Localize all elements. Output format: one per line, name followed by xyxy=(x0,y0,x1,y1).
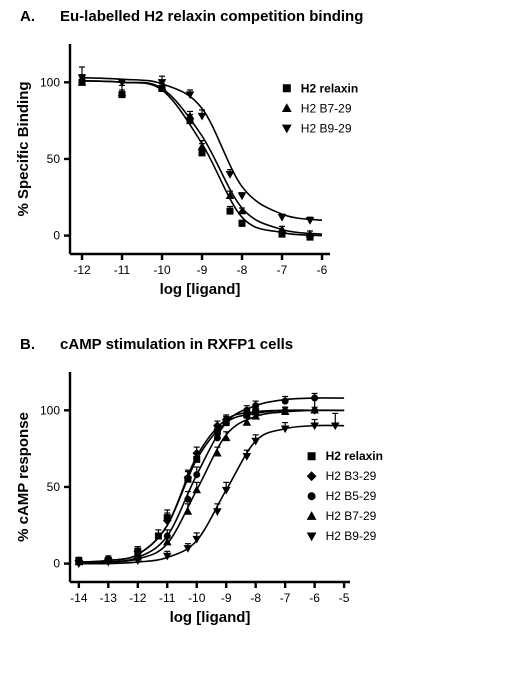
xtick-label: -12 xyxy=(73,263,91,277)
panel-b-chart: 0 50 100 -14 -13 -12 -11 -10 -9 -8 -7 -6 -5 log [liga… xyxy=(0,358,520,678)
x-axis-label: log [ligand] xyxy=(160,281,241,298)
xtick-label: -9 xyxy=(221,591,232,605)
xtick-label: -6 xyxy=(317,263,328,277)
panel-b-label: B. cAMP stimulation in RXFP1 cells xyxy=(20,336,293,353)
series-curve xyxy=(82,81,322,234)
panel-a-title: Eu-labelled H2 relaxin competition bindi… xyxy=(60,8,363,25)
panel-a-chart: 0 50 100 -12 -11 -10 -9 -8 -7 -6 log [ligand] % Spe… xyxy=(0,30,520,330)
xtick-label: -7 xyxy=(280,591,291,605)
y-axis-label: % cAMP response xyxy=(15,412,32,542)
series-curve xyxy=(82,81,322,236)
legend-label: H2 relaxin xyxy=(326,449,383,463)
ytick-label: 100 xyxy=(40,75,60,89)
panel-b-letter: B. xyxy=(20,336,35,353)
xtick-label: -9 xyxy=(197,263,208,277)
y-axis-label: % Specific Binding xyxy=(15,81,32,216)
xtick-label: -11 xyxy=(159,591,176,605)
panel-b-title: cAMP stimulation in RXFP1 cells xyxy=(60,336,293,353)
legend-label: H2 B7-29 xyxy=(301,101,352,115)
panel-a-letter: A. xyxy=(20,8,35,25)
x-axis-label: log [ligand] xyxy=(170,609,251,626)
xtick-label: -8 xyxy=(250,591,261,605)
xtick-label: -11 xyxy=(114,263,131,277)
ytick-label: 0 xyxy=(53,229,60,243)
xtick-label: -14 xyxy=(70,591,88,605)
ytick-label: 50 xyxy=(47,152,61,166)
xtick-label: -13 xyxy=(100,591,118,605)
xtick-label: -8 xyxy=(237,263,248,277)
ytick-label: 0 xyxy=(53,557,60,571)
xtick-label: -10 xyxy=(188,591,206,605)
xtick-label: -7 xyxy=(277,263,288,277)
series-curve xyxy=(79,398,344,564)
legend-label: H2 B5-29 xyxy=(326,489,377,503)
ytick-label: 100 xyxy=(40,403,60,417)
panel-a-label: A. Eu-labelled H2 relaxin competition bi… xyxy=(20,8,363,25)
xtick-label: -5 xyxy=(339,591,350,605)
page: A. Eu-labelled H2 relaxin competition bi… xyxy=(0,0,520,663)
xtick-label: -10 xyxy=(153,263,171,277)
xtick-label: -6 xyxy=(309,591,320,605)
legend-label: H2 B9-29 xyxy=(326,529,377,543)
series-curve xyxy=(79,410,344,562)
legend-label: H2 B9-29 xyxy=(301,121,352,135)
legend-label: H2 B3-29 xyxy=(326,469,377,483)
legend-label: H2 B7-29 xyxy=(326,509,377,523)
xtick-label: -12 xyxy=(129,591,147,605)
legend-label: H2 relaxin xyxy=(301,81,358,95)
ytick-label: 50 xyxy=(47,480,61,494)
